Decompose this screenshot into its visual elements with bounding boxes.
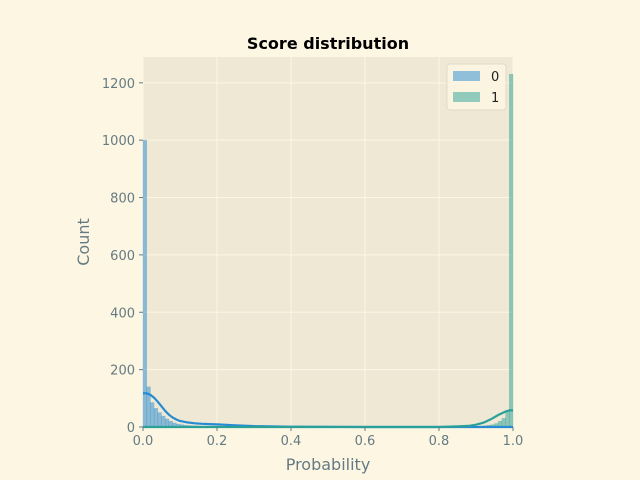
hist-bar-series-0 bbox=[161, 415, 166, 428]
y-tick-label: 200 bbox=[110, 364, 135, 379]
hist-bar-series-1 bbox=[505, 410, 510, 428]
legend-swatch-1 bbox=[453, 92, 480, 102]
y-axis-label: Count bbox=[74, 218, 93, 266]
legend-label-1: 1 bbox=[491, 91, 499, 106]
x-tick-label: 0.2 bbox=[207, 434, 228, 449]
hist-bar-series-0 bbox=[164, 418, 170, 428]
y-tick-label: 1000 bbox=[102, 134, 135, 149]
y-tick-label: 800 bbox=[110, 192, 135, 207]
x-tick-label: 0.4 bbox=[281, 434, 302, 449]
hist-bar-series-0 bbox=[153, 408, 159, 428]
y-tick-label: 1200 bbox=[102, 77, 135, 92]
legend: 0 1 bbox=[446, 63, 507, 111]
chart-title: Score distribution bbox=[247, 34, 409, 53]
x-tick-label: 0.6 bbox=[355, 434, 376, 449]
hist-bar-series-1 bbox=[501, 418, 506, 428]
hist-bar-series-0 bbox=[142, 139, 147, 428]
y-tick-label: 400 bbox=[110, 306, 135, 321]
plot-area bbox=[143, 57, 513, 427]
hist-bar-series-0 bbox=[150, 402, 155, 428]
kde-lines bbox=[142, 392, 513, 429]
legend-swatch-0 bbox=[453, 71, 480, 81]
legend-label-0: 0 bbox=[491, 70, 499, 85]
hist-bar-series-0 bbox=[157, 412, 162, 428]
x-axis-label: Probability bbox=[286, 455, 371, 474]
x-ticks: 0.0 0.2 0.4 0.6 0.8 1.0 bbox=[133, 427, 524, 449]
x-tick-label: 0.0 bbox=[133, 434, 154, 449]
hist-bar-series-1 bbox=[509, 73, 514, 428]
y-tick-label: 600 bbox=[110, 249, 135, 264]
kde-line-series-1 bbox=[143, 409, 513, 429]
y-ticks: 0 200 400 600 800 1000 1200 bbox=[102, 77, 143, 436]
x-tick-label: 0.8 bbox=[429, 434, 450, 449]
y-tick-label: 0 bbox=[127, 421, 135, 436]
x-tick-label: 1.0 bbox=[503, 434, 524, 449]
